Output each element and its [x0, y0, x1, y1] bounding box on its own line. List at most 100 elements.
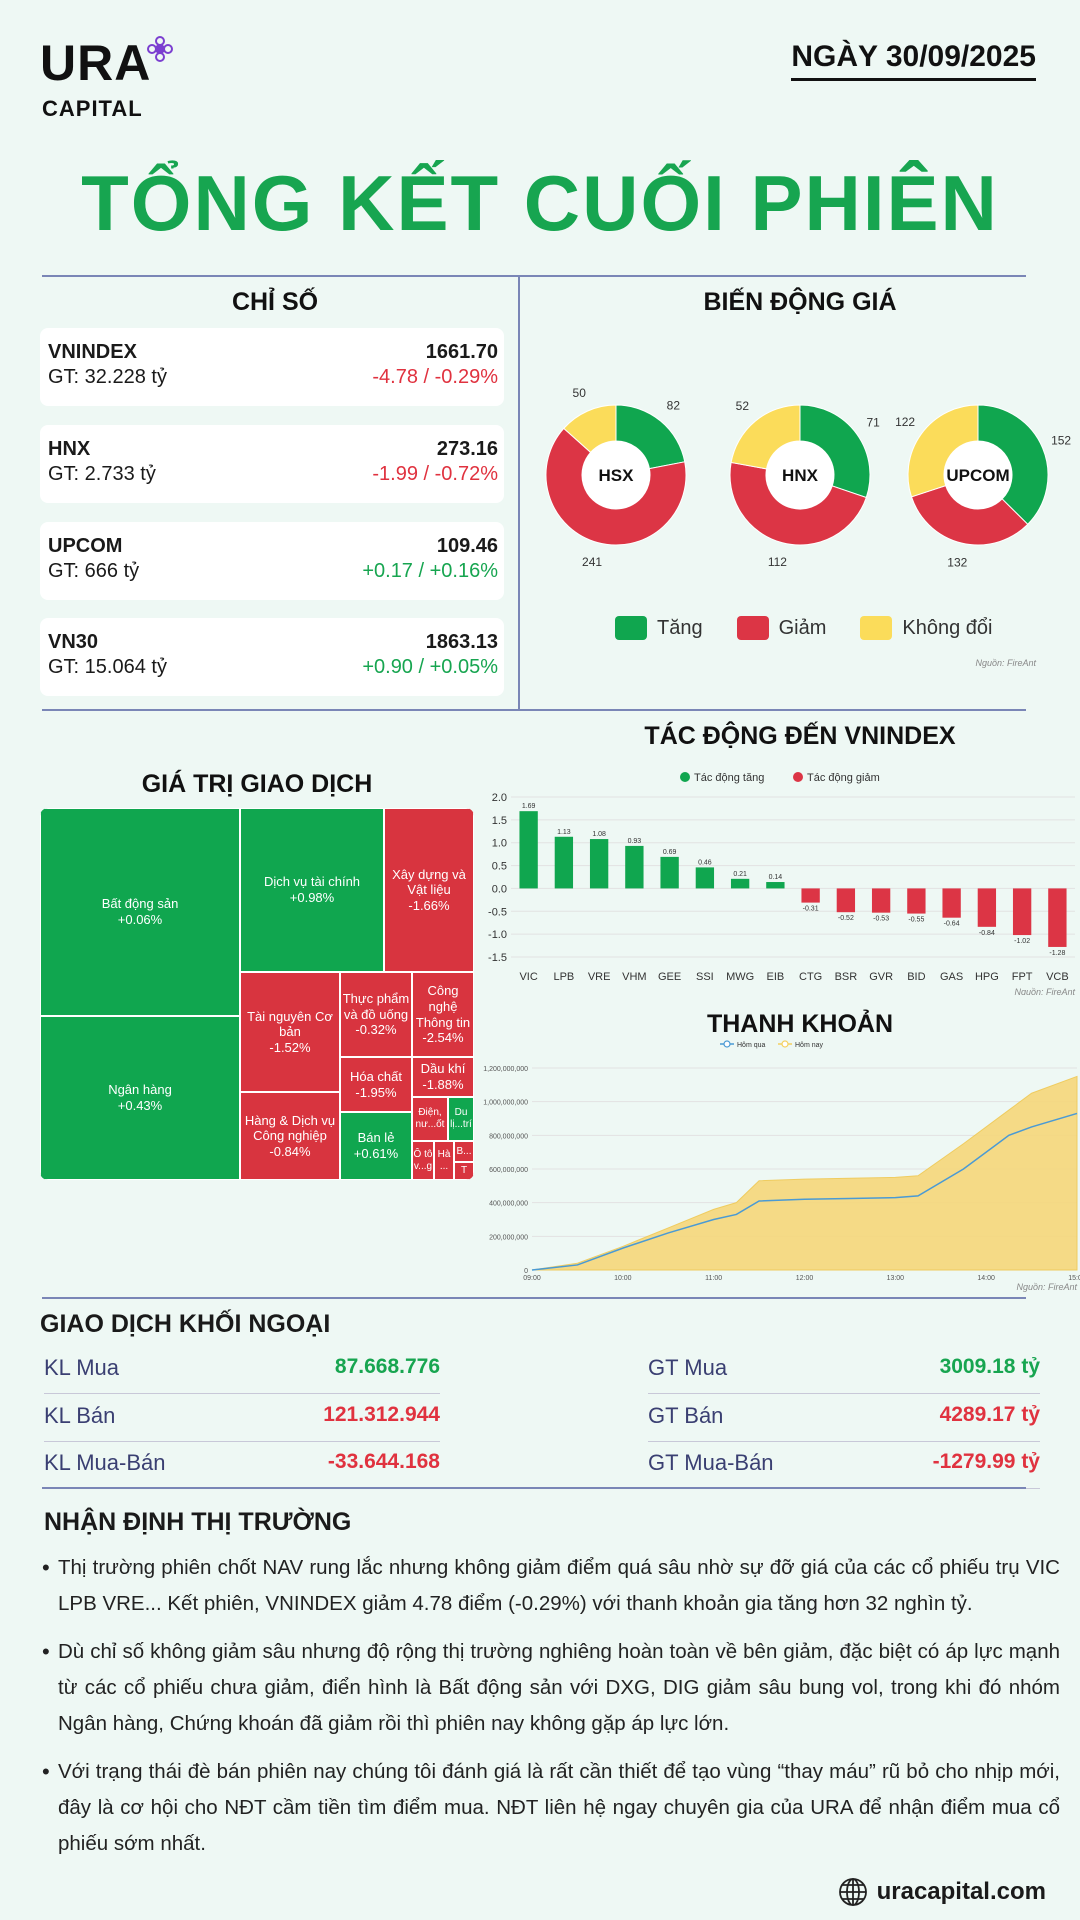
- tile-pct: -1.95%: [355, 1084, 397, 1100]
- treemap-tile[interactable]: T: [454, 1162, 474, 1180]
- x-tick-label: FPT: [1012, 971, 1033, 983]
- outlook-paragraph: Thị trường phiên chốt NAV rung lắc nhưng…: [42, 1550, 1060, 1622]
- tile-label: Hà ...: [437, 1148, 451, 1172]
- outlook-heading: NHẬN ĐỊNH THỊ TRƯỜNG: [44, 1508, 352, 1536]
- treemap-tile[interactable]: Tài nguyên Cơ bản -1.52%: [240, 972, 340, 1092]
- y-tick-label: -0.5: [488, 906, 507, 918]
- index-value: 109.46: [436, 535, 498, 557]
- treemap-tile[interactable]: Thực phẩm và đồ uống -0.32%: [340, 972, 412, 1057]
- legend-swatch: [615, 616, 647, 640]
- donut-title: HNX: [782, 466, 819, 485]
- impact-bar[interactable]: [695, 867, 715, 889]
- impact-bar[interactable]: [907, 888, 926, 914]
- brand-name: URA: [40, 35, 152, 91]
- y-tick-label: 0.0: [492, 883, 507, 895]
- index-value: 1863.13: [425, 631, 498, 653]
- treemap-tile[interactable]: Bán lẻ +0.61%: [340, 1112, 412, 1180]
- legend-swatch: [736, 616, 769, 640]
- index-card[interactable]: VNINDEX 1661.70 GT: 32.228 tỷ -4.78 / -0.2…: [40, 328, 504, 406]
- row-divider: [648, 1393, 1040, 1394]
- outlook-paragraph: Với trạng thái đè bán phiên nay chúng tô…: [42, 1754, 1060, 1862]
- liquidity-legend: Hôm qua Hôm nay: [720, 1040, 824, 1049]
- impact-bar[interactable]: [589, 839, 609, 889]
- website-link[interactable]: uracapital.com: [876, 1878, 1046, 1905]
- impact-source: Nguồn: FireAnt: [1014, 987, 1075, 995]
- x-tick-label: SSI: [696, 971, 714, 983]
- index-gt: GT: 32.228 tỷ: [48, 366, 167, 388]
- tile-label: Điện, nư...ốt: [415, 1107, 445, 1130]
- impact-bar[interactable]: [942, 888, 961, 918]
- treemap-tile[interactable]: Công nghệ Thông tin -2.54%: [412, 972, 474, 1057]
- foreign-row: KL Bán 121.312.944: [44, 1403, 440, 1429]
- impact-bar[interactable]: [1048, 888, 1067, 947]
- x-tick-label: BSR: [835, 971, 858, 983]
- y-tick-label: 400,000,000: [489, 1201, 528, 1208]
- treemap-tile[interactable]: Điện, nư...ốt: [412, 1097, 448, 1141]
- index-card[interactable]: UPCOM 109.46 GT: 666 tỷ +0.17 / +0.16%: [40, 522, 504, 600]
- impact-heading: TÁC ĐỘNG ĐẾN VNINDEX: [644, 722, 956, 750]
- legend-label: Giảm: [778, 616, 827, 639]
- index-name: VNINDEX: [48, 341, 137, 363]
- outlook-list: Thị trường phiên chốt NAV rung lắc nhưng…: [42, 1550, 1060, 1874]
- impact-bar[interactable]: [801, 888, 820, 903]
- bar-value-label: 1.13: [557, 829, 571, 836]
- bar-value-label: 1.08: [592, 831, 606, 838]
- x-tick-label: 13:00: [887, 1275, 905, 1282]
- impact-bar[interactable]: [977, 888, 997, 927]
- tile-pct: +0.61%: [353, 1146, 399, 1161]
- donut-value-label: 112: [768, 555, 787, 569]
- treemap-tile[interactable]: Hàng & Dịch vụ Công nghiệp -0.84%: [240, 1092, 340, 1180]
- treemap-tile[interactable]: Du lị...trí: [448, 1097, 474, 1141]
- impact-bar[interactable]: [871, 888, 891, 913]
- foreign-value: -1279.99 tỷ: [932, 1450, 1040, 1473]
- treemap-tile[interactable]: Dầu khí -1.88%: [412, 1057, 474, 1097]
- bar-value-label: -0.64: [944, 921, 960, 928]
- divider: [518, 275, 520, 710]
- bar-value-label: 0.69: [663, 849, 677, 856]
- flower-icon: [147, 36, 174, 62]
- treemap-tile[interactable]: Bất động sản +0.06%: [40, 808, 240, 1016]
- treemap-tile[interactable]: Dịch vụ tài chính +0.98%: [240, 808, 384, 972]
- index-card[interactable]: VN30 1863.13 GT: 15.064 tỷ +0.90 / +0.05%: [40, 618, 504, 696]
- foreign-row: GT Mua 3009.18 tỷ: [648, 1355, 1040, 1381]
- donut-value-label: 71: [866, 416, 880, 430]
- tile-label: Du lị...trí: [450, 1107, 472, 1130]
- y-tick-label: 600,000,000: [489, 1167, 528, 1174]
- foreign-label: KL Mua: [44, 1355, 120, 1380]
- bar-value-label: -1.28: [1049, 950, 1065, 957]
- tile-pct: -1.88%: [422, 1077, 464, 1092]
- treemap-tile[interactable]: Hóa chất -1.95%: [340, 1057, 412, 1112]
- tile-label: Ngân hàng: [108, 1082, 172, 1098]
- impact-bar[interactable]: [519, 811, 538, 889]
- impact-bar[interactable]: [1012, 888, 1032, 936]
- tile-label: Dịch vụ tài chính: [263, 874, 361, 890]
- index-card[interactable]: HNX 273.16 GT: 2.733 tỷ -1.99 / -0.72%: [40, 425, 504, 503]
- tile-pct: +0.43%: [117, 1098, 163, 1113]
- treemap-tile[interactable]: Ô tô v...g: [412, 1141, 434, 1180]
- tile-label: Bán lẻ: [357, 1130, 395, 1146]
- impact-bar[interactable]: [625, 845, 644, 889]
- legend-label: Tăng: [657, 616, 703, 639]
- donut-value-label: 82: [667, 399, 681, 413]
- x-tick-label: VIC: [519, 971, 537, 983]
- impact-bar[interactable]: [766, 882, 785, 889]
- donut-value-label: 122: [895, 415, 915, 429]
- index-value: 1661.70: [425, 341, 498, 363]
- treemap-tile[interactable]: Ngân hàng +0.43%: [40, 1016, 240, 1180]
- impact-bar[interactable]: [660, 856, 679, 889]
- treemap-tile[interactable]: B...: [454, 1141, 474, 1162]
- legend-label: Hôm qua: [737, 1042, 766, 1049]
- treemap-tile[interactable]: Xây dựng và Vật liệu -1.66%: [384, 808, 474, 972]
- x-tick-label: 12:00: [796, 1275, 814, 1282]
- legend-dot: [680, 772, 690, 782]
- impact-bar[interactable]: [554, 836, 574, 889]
- impact-bar[interactable]: [730, 878, 750, 889]
- impact-bar[interactable]: [836, 888, 856, 913]
- foreign-value: 87.668.776: [334, 1355, 440, 1378]
- series-today-area: [531, 1075, 1078, 1271]
- legend-swatch: [860, 616, 893, 640]
- treemap-tile[interactable]: Hà ...: [434, 1141, 454, 1180]
- x-tick-label: 09:00: [523, 1275, 541, 1282]
- website-footer[interactable]: uracapital.com: [830, 1876, 1046, 1908]
- tile-pct: +0.06%: [117, 912, 163, 927]
